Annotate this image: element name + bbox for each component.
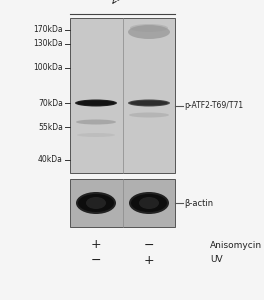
Text: 70kDa: 70kDa [38, 98, 63, 107]
Text: −: − [144, 238, 154, 251]
Text: 170kDa: 170kDa [33, 26, 63, 34]
Bar [70, 18, 175, 173]
Text: −: − [91, 254, 101, 266]
Text: 100kDa: 100kDa [33, 64, 63, 73]
Text: 55kDa: 55kDa [38, 122, 63, 131]
Ellipse shape [129, 112, 169, 118]
Ellipse shape [139, 197, 159, 209]
Ellipse shape [130, 100, 168, 106]
Bar [70, 179, 175, 227]
Text: 130kDa: 130kDa [33, 40, 63, 49]
Text: Anisomycin: Anisomycin [210, 241, 262, 250]
Ellipse shape [78, 194, 114, 212]
Ellipse shape [128, 25, 170, 39]
Text: +: + [144, 254, 154, 266]
Ellipse shape [129, 192, 169, 214]
Ellipse shape [75, 100, 117, 106]
Ellipse shape [77, 100, 115, 106]
Text: +: + [91, 238, 101, 251]
Text: 293T: 293T [109, 0, 136, 6]
Ellipse shape [130, 24, 168, 32]
Ellipse shape [128, 100, 170, 106]
Ellipse shape [76, 192, 116, 214]
Text: β-actin: β-actin [184, 199, 213, 208]
Ellipse shape [76, 119, 116, 124]
Text: UV: UV [210, 256, 223, 265]
Ellipse shape [86, 197, 106, 209]
Ellipse shape [131, 194, 167, 212]
Text: 40kDa: 40kDa [38, 155, 63, 164]
Text: p-ATF2-T69/T71: p-ATF2-T69/T71 [184, 101, 243, 110]
Ellipse shape [77, 133, 115, 137]
